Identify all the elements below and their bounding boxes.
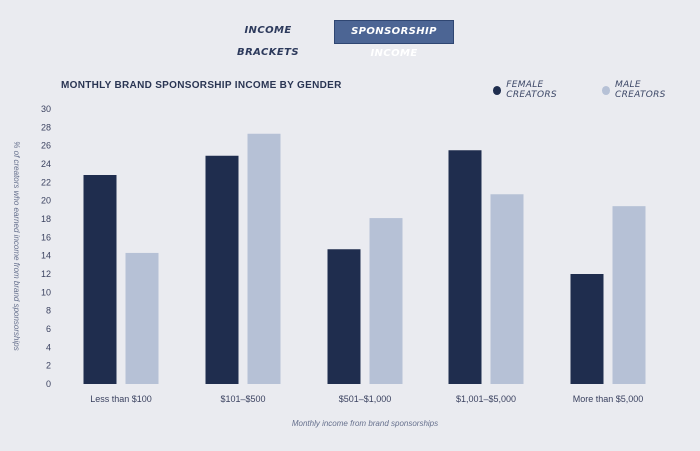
legend-swatch-female [493, 85, 502, 95]
y-tick-label: 4 [46, 342, 51, 352]
y-tick-label: 24 [41, 159, 51, 169]
x-tick-label: More than $5,000 [573, 394, 644, 404]
y-tick-label: 16 [41, 232, 51, 242]
legend-label-male: MALE CREATORS [615, 80, 666, 100]
bar-male [490, 194, 524, 384]
legend-swatch-male [601, 85, 611, 95]
y-tick-label: 30 [41, 104, 51, 114]
y-tick-label: 10 [41, 287, 51, 297]
y-tick-label: 6 [46, 324, 51, 334]
bar-female [205, 155, 239, 384]
y-tick-label: 14 [41, 251, 51, 261]
tab-income-brackets[interactable]: INCOME BRACKETS [237, 25, 299, 58]
bar-male [125, 252, 159, 384]
legend-item-female: FEMALE CREATORS [493, 80, 590, 100]
y-tick-label: 2 [46, 361, 51, 371]
y-tick-label: 20 [41, 196, 51, 206]
bar-female [83, 175, 117, 384]
bar-male [247, 133, 281, 384]
y-tick-label: 0 [46, 379, 51, 389]
legend: FEMALE CREATORS MALE CREATORS [493, 80, 700, 100]
y-tick-label: 22 [41, 177, 51, 187]
y-tick-label: 28 [41, 122, 51, 132]
y-axis-label: % of creators who earned income from bra… [12, 141, 21, 350]
x-tick-label: $501–$1,000 [339, 394, 392, 404]
y-tick-label: 8 [46, 306, 51, 316]
x-tick-label: $1,001–$5,000 [456, 394, 516, 404]
chart-title: MONTHLY BRAND SPONSORSHIP INCOME BY GEND… [61, 80, 342, 91]
bar-female [448, 150, 482, 384]
bar-male [612, 206, 646, 384]
x-axis-label: Monthly income from brand sponsorships [292, 419, 438, 428]
bar-male [369, 218, 403, 384]
y-tick-label: 12 [41, 269, 51, 279]
tab-sponsorship-income[interactable]: SPONSORSHIP INCOME [334, 20, 454, 59]
y-tick-label: 18 [41, 214, 51, 224]
x-tick-label: $101–$500 [220, 394, 265, 404]
y-tick-label: 26 [41, 141, 51, 151]
x-tick-label: Less than $100 [90, 394, 152, 404]
tab-bar: INCOME BRACKETS SPONSORSHIP INCOME [226, 20, 454, 59]
legend-label-female: FEMALE CREATORS [506, 80, 557, 100]
bars [83, 133, 646, 384]
bar-female [570, 274, 604, 384]
bar-female [327, 249, 361, 384]
legend-item-male: MALE CREATORS [601, 80, 688, 100]
x-axis-ticks: Less than $100 $101–$500 $501–$1,000 $1,001… [90, 394, 643, 404]
